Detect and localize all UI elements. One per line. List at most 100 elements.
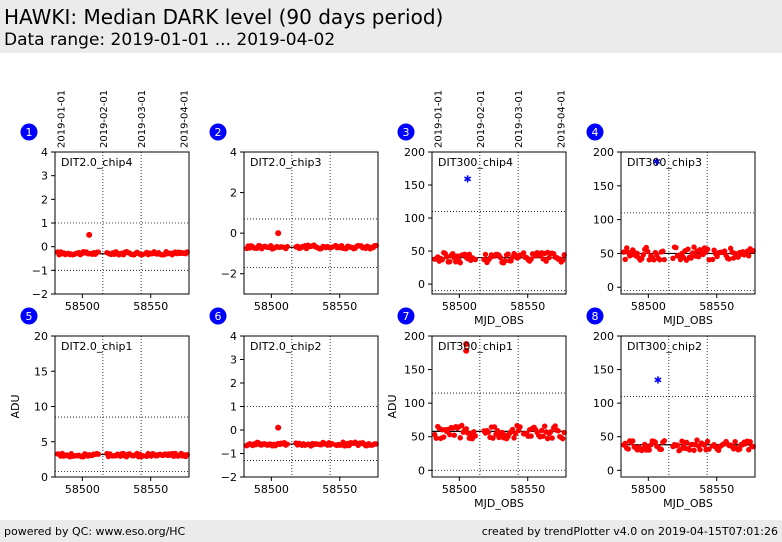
plot-frame: [620, 335, 756, 478]
x-tick-label: 58550: [699, 483, 734, 496]
data-point: [630, 438, 636, 444]
y-tick-label: 100: [593, 397, 614, 410]
panel-badge: [20, 123, 38, 141]
data-point: [509, 426, 516, 433]
data-point: [704, 246, 711, 252]
y-tick-label: −2: [221, 471, 237, 484]
date-tick-label: 2019-04-01: [557, 90, 568, 148]
data-point: [688, 255, 694, 261]
data-point: [622, 256, 628, 263]
data-point: [528, 256, 534, 262]
data-point: [683, 439, 690, 445]
panel-label: DIT2.0_chip2: [250, 340, 321, 353]
y-tick-label: 200: [404, 330, 425, 343]
data-point: [546, 254, 552, 261]
plot-frame: [431, 335, 567, 478]
panel-badge: [397, 123, 415, 141]
y-tick-label: 50: [411, 245, 425, 258]
data-point: [497, 254, 504, 261]
y-tick-label: 1: [41, 217, 48, 230]
panel-label: DIT300_chip4: [438, 156, 513, 169]
x-tick-label: 58550: [133, 300, 168, 313]
data-point: [646, 447, 653, 453]
data-point: [634, 250, 640, 257]
data-point: [543, 258, 549, 264]
footer-credit: powered by QC: www.eso.org/HC: [4, 525, 186, 538]
y-tick-label: 3: [41, 170, 48, 183]
panel-badge-number: 8: [592, 310, 599, 323]
data-point: [447, 258, 453, 265]
y-tick-label: 5: [41, 436, 48, 449]
y-tick-label: 10: [34, 401, 48, 414]
y-tick-label: 1: [230, 401, 237, 414]
data-point: [549, 435, 555, 441]
y-tick-label: −2: [32, 288, 48, 301]
y-axis-label: ADU: [9, 394, 22, 418]
panel-badge: [586, 123, 604, 141]
chart-panel-4: 4 ✱ 0 50 100 150 200 58500 58550 DIT300_chip3 MJD_…: [586, 123, 756, 327]
x-tick-label: 58500: [254, 300, 289, 313]
x-tick-label: 58500: [65, 300, 100, 313]
data-point: [472, 256, 479, 263]
data-point: [661, 438, 668, 444]
chart-panel-7: 7 0 50 100 150 200 58500 58550 DIT300_chip1 MJD_O…: [386, 307, 567, 510]
x-tick-label: 58550: [510, 300, 545, 313]
panel-label: DIT2.0_chip1: [61, 340, 132, 353]
y-tick-label: 3: [230, 354, 237, 367]
data-point: [661, 256, 668, 263]
y-tick-label: −1: [32, 264, 48, 277]
data-point: [555, 428, 561, 434]
data-point: [528, 433, 534, 439]
panel-badge-number: 3: [403, 126, 410, 139]
data-point: [505, 251, 511, 257]
outlier-point: [463, 341, 470, 348]
date-tick-label: 2019-03-01: [514, 90, 525, 148]
panel-badge: [209, 307, 227, 325]
data-point: [560, 435, 566, 442]
page-subtitle: Data range: 2019-01-01 ... 2019-04-02: [4, 30, 336, 50]
data-point: [459, 422, 465, 429]
data-point: [691, 244, 697, 250]
panel-label: DIT300_chip2: [627, 340, 702, 353]
y-tick-label: 0: [41, 241, 48, 254]
data-point: [657, 257, 663, 263]
panel-badge-number: 1: [26, 126, 33, 139]
y-tick-label: 150: [593, 364, 614, 377]
x-axis-label: MJD_OBS: [474, 314, 524, 327]
page-title: HAWKI: Median DARK level (90 days period…: [4, 5, 444, 29]
data-point: [736, 446, 743, 452]
x-tick-label: 58550: [510, 483, 545, 496]
x-tick-label: 58500: [631, 483, 666, 496]
y-tick-label: 4: [230, 146, 237, 159]
date-tick-label: 2019-03-01: [137, 90, 148, 148]
x-tick-label: 58550: [699, 300, 734, 313]
y-tick-label: 100: [404, 397, 425, 410]
y-tick-label: 0: [607, 464, 614, 477]
y-tick-label: 2: [230, 377, 237, 390]
data-point: [463, 426, 470, 432]
data-point: [284, 243, 291, 250]
x-tick-label: 58500: [65, 483, 100, 496]
data-point: [732, 439, 738, 445]
x-tick-label: 58500: [442, 483, 477, 496]
y-tick-label: 50: [600, 247, 614, 260]
x-tick-label: 58550: [322, 483, 357, 496]
x-tick-label: 58500: [442, 300, 477, 313]
x-tick-label: 58550: [133, 483, 168, 496]
panel-label: DIT300_chip3: [627, 156, 702, 169]
plot-frame: [620, 151, 756, 295]
y-tick-label: 4: [230, 330, 237, 343]
y-tick-label: 2: [41, 193, 48, 206]
chart-panel-1: 1 2019-01-01 2019-02-01 2019-03-01 2019-04-0…: [20, 90, 191, 313]
y-tick-label: 100: [593, 214, 614, 227]
data-point: [624, 245, 630, 251]
panel-badge: [20, 307, 38, 325]
data-point: [622, 440, 628, 446]
data-point: [695, 254, 702, 260]
data-point: [747, 439, 753, 445]
outlier-point: [275, 424, 282, 431]
panel-badge-number: 5: [26, 310, 33, 323]
y-tick-label: 0: [41, 471, 48, 484]
y-tick-label: 150: [404, 364, 425, 377]
